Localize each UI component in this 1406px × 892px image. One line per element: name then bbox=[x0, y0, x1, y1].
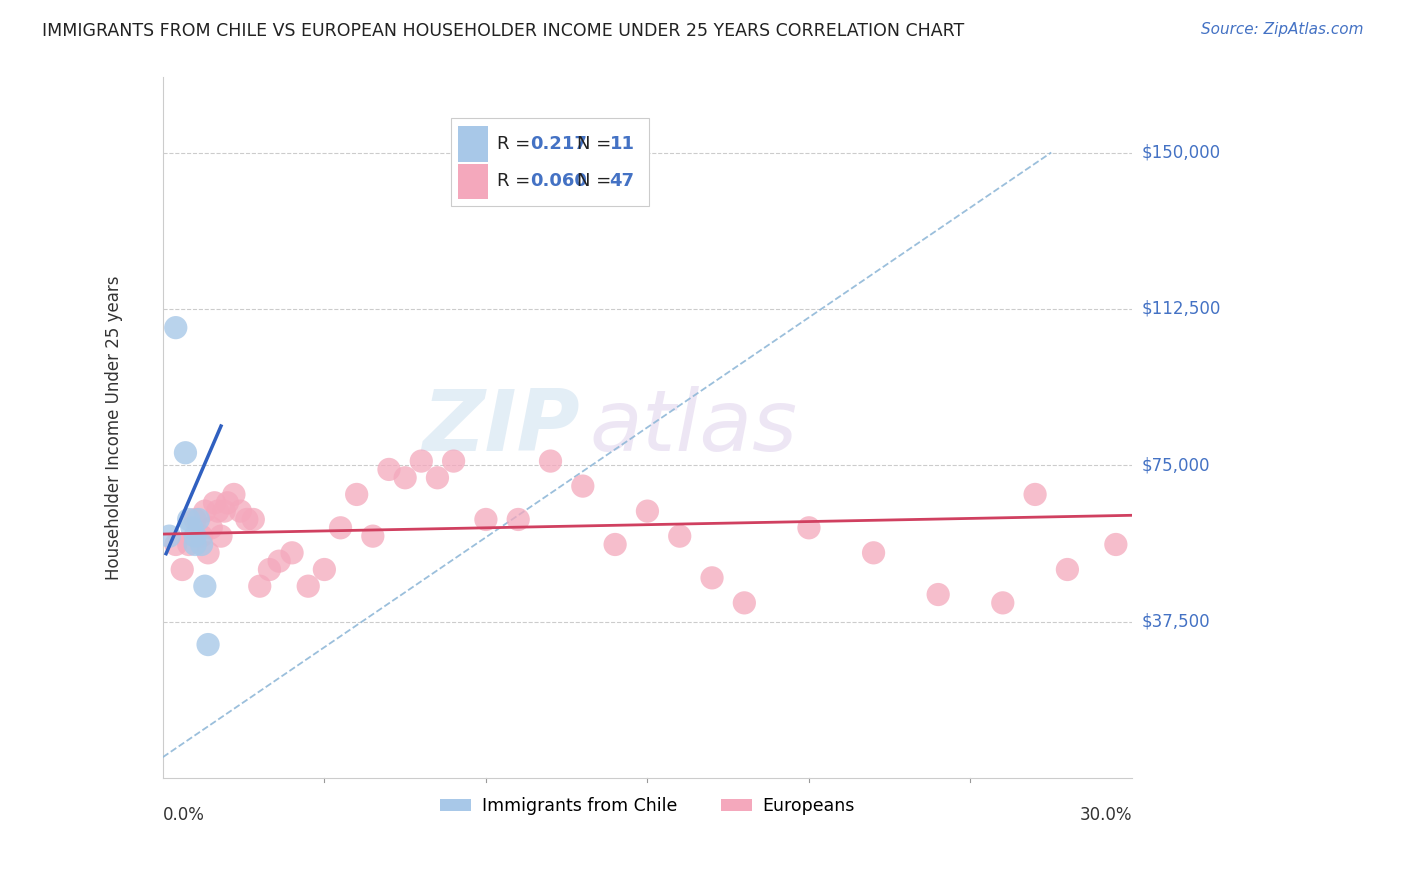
Text: $75,000: $75,000 bbox=[1142, 456, 1211, 475]
Point bbox=[508, 512, 530, 526]
Text: R =: R = bbox=[498, 135, 536, 153]
Point bbox=[572, 479, 595, 493]
Bar bbox=[458, 163, 488, 199]
Point bbox=[1105, 537, 1128, 551]
Point bbox=[297, 579, 319, 593]
Point bbox=[190, 529, 212, 543]
Point bbox=[329, 521, 352, 535]
Point bbox=[1024, 487, 1046, 501]
Point bbox=[157, 529, 180, 543]
Point bbox=[249, 579, 271, 593]
Text: Source: ZipAtlas.com: Source: ZipAtlas.com bbox=[1201, 22, 1364, 37]
Point bbox=[797, 521, 820, 535]
Point bbox=[236, 512, 259, 526]
Point bbox=[1056, 562, 1078, 576]
Point bbox=[269, 554, 291, 568]
Text: N =: N = bbox=[576, 135, 617, 153]
Legend: Immigrants from Chile, Europeans: Immigrants from Chile, Europeans bbox=[433, 790, 862, 822]
Point bbox=[190, 537, 212, 551]
Point bbox=[187, 512, 209, 526]
Text: $112,500: $112,500 bbox=[1142, 300, 1220, 318]
Point bbox=[733, 596, 755, 610]
Point bbox=[184, 512, 207, 526]
Point bbox=[209, 529, 232, 543]
Point bbox=[346, 487, 368, 501]
Text: atlas: atlas bbox=[589, 386, 797, 469]
Text: 11: 11 bbox=[610, 135, 634, 153]
Point bbox=[222, 487, 245, 501]
Text: 30.0%: 30.0% bbox=[1080, 806, 1132, 824]
Point bbox=[991, 596, 1014, 610]
Point bbox=[194, 504, 217, 518]
Point bbox=[204, 496, 226, 510]
Point bbox=[700, 571, 723, 585]
Point bbox=[180, 521, 202, 535]
Text: R =: R = bbox=[498, 172, 536, 190]
Text: ZIP: ZIP bbox=[422, 386, 579, 469]
Point bbox=[862, 546, 884, 560]
Point bbox=[177, 537, 200, 551]
Point bbox=[177, 512, 200, 526]
Point bbox=[668, 529, 690, 543]
Point bbox=[174, 446, 197, 460]
Text: $150,000: $150,000 bbox=[1142, 144, 1220, 161]
Point bbox=[242, 512, 264, 526]
Point bbox=[197, 638, 219, 652]
Point bbox=[184, 529, 207, 543]
Text: 0.0%: 0.0% bbox=[163, 806, 205, 824]
Point bbox=[172, 562, 194, 576]
Point bbox=[378, 462, 401, 476]
FancyBboxPatch shape bbox=[451, 118, 650, 206]
Point bbox=[212, 504, 235, 518]
Point bbox=[540, 454, 562, 468]
Point bbox=[603, 537, 626, 551]
Point bbox=[200, 521, 222, 535]
Point bbox=[184, 537, 207, 551]
Bar bbox=[458, 127, 488, 161]
Point bbox=[426, 471, 449, 485]
Point bbox=[443, 454, 465, 468]
Text: Householder Income Under 25 years: Householder Income Under 25 years bbox=[105, 276, 124, 580]
Text: 47: 47 bbox=[610, 172, 634, 190]
Point bbox=[927, 588, 949, 602]
Text: 0.217: 0.217 bbox=[530, 135, 588, 153]
Point bbox=[636, 504, 658, 518]
Point bbox=[229, 504, 252, 518]
Point bbox=[361, 529, 384, 543]
Point bbox=[194, 579, 217, 593]
Text: 0.060: 0.060 bbox=[530, 172, 588, 190]
Point bbox=[281, 546, 304, 560]
Point bbox=[165, 320, 187, 334]
Text: IMMIGRANTS FROM CHILE VS EUROPEAN HOUSEHOLDER INCOME UNDER 25 YEARS CORRELATION : IMMIGRANTS FROM CHILE VS EUROPEAN HOUSEH… bbox=[42, 22, 965, 40]
Point bbox=[314, 562, 336, 576]
Point bbox=[394, 471, 416, 485]
Point bbox=[165, 537, 187, 551]
Point bbox=[207, 504, 229, 518]
Text: N =: N = bbox=[576, 172, 617, 190]
Point bbox=[197, 546, 219, 560]
Point bbox=[411, 454, 433, 468]
Point bbox=[259, 562, 281, 576]
Point bbox=[475, 512, 498, 526]
Point bbox=[217, 496, 239, 510]
Text: $37,500: $37,500 bbox=[1142, 613, 1211, 631]
